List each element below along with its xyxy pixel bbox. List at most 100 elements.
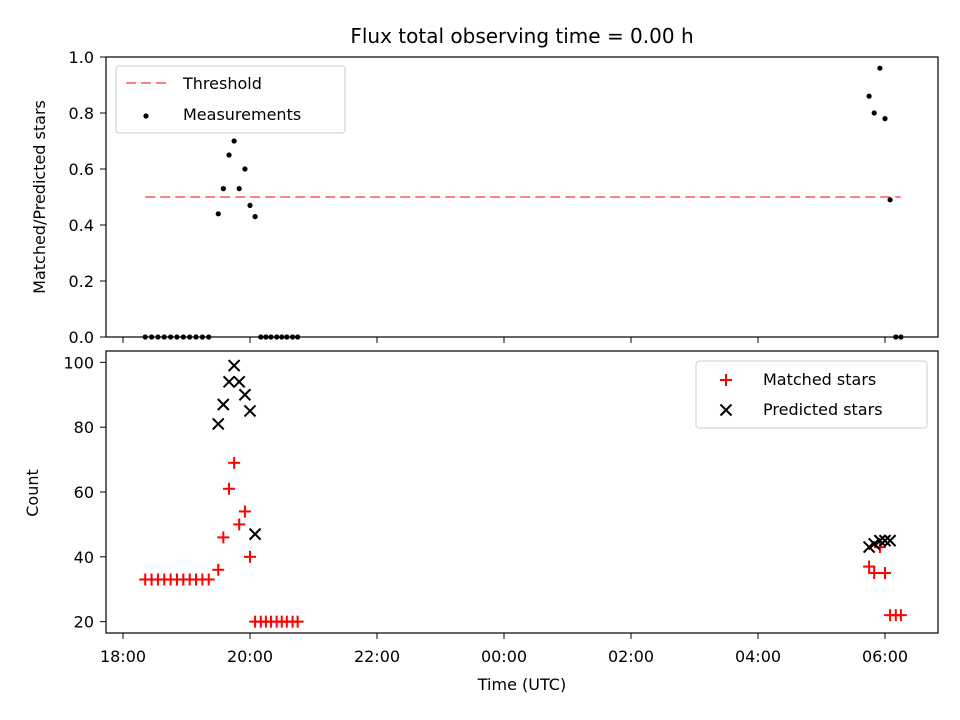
- x-tick-label: 20:00: [227, 647, 273, 666]
- bottom-legend-frame: [695, 360, 928, 429]
- x-tick-label: 22:00: [354, 647, 400, 666]
- predicted-star-point: [883, 534, 897, 547]
- measurement-point: [174, 334, 180, 340]
- predicted-star-point: [238, 388, 252, 401]
- predicted-star-point: [212, 417, 225, 431]
- bottom-y-tick-label: 60: [74, 483, 94, 502]
- matched-star-point: [217, 531, 230, 544]
- top-y-ticks: 0.0 0.2 0.4 0.6 0.8 1.0: [69, 48, 106, 347]
- matched-star-point: [233, 518, 246, 531]
- measurement-point: [263, 334, 269, 340]
- measurement-point: [231, 138, 237, 144]
- bottom-axes: 20 40 60 80 100 18:00 20:00 22:00 00:00 02:00 04:…: [23, 350, 939, 694]
- bottom-x-ticks: 18:00 20:00 22:00 00:00 02:00 04:00 06:00: [100, 633, 908, 666]
- x-tick-label: 06:00: [862, 647, 908, 666]
- measurement-point: [295, 334, 301, 340]
- top-legend-frame: [115, 65, 346, 134]
- measurement-point: [252, 214, 258, 220]
- matched-star-point: [228, 456, 241, 469]
- measurement-point: [220, 186, 226, 192]
- top-y-tick-label: 0.8: [69, 104, 94, 123]
- predicted-stars-points: [212, 359, 897, 554]
- legend-measurements-swatch: [143, 113, 149, 119]
- measurement-point: [142, 334, 148, 340]
- measurement-point: [289, 334, 296, 340]
- measurement-point: [898, 334, 904, 340]
- measurement-point: [242, 166, 248, 172]
- measurement-point: [215, 211, 221, 217]
- legend-matched-label: Matched stars: [763, 370, 876, 389]
- measurement-point: [206, 334, 212, 340]
- bottom-y-tick-label: 20: [74, 613, 94, 632]
- measurement-point: [236, 186, 242, 192]
- predicted-star-point: [248, 527, 262, 541]
- top-legend: Threshold Measurements: [115, 65, 346, 134]
- measurement-point: [268, 334, 274, 340]
- predicted-star-point: [227, 359, 241, 372]
- measurement-point: [887, 197, 893, 203]
- matched-star-point: [291, 615, 304, 628]
- bottom-legend: Matched stars Predicted stars: [695, 360, 928, 429]
- measurement-point: [877, 65, 883, 71]
- x-tick-label: 18:00: [100, 647, 146, 666]
- predicted-star-point: [217, 398, 230, 411]
- measurement-point: [187, 334, 193, 340]
- matched-star-point: [212, 563, 225, 576]
- predicted-star-point: [867, 537, 881, 551]
- measurement-point: [893, 334, 899, 340]
- top-y-tick-label: 1.0: [69, 48, 94, 67]
- plot-title: Flux total observing time = 0.00 h: [350, 24, 693, 48]
- bottom-y-tick-label: 80: [74, 418, 94, 437]
- top-y-tick-label: 0.4: [69, 216, 94, 235]
- measurement-point: [199, 334, 205, 340]
- measurement-point: [882, 116, 888, 122]
- matched-star-point: [238, 505, 251, 518]
- matched-star-point: [894, 609, 907, 622]
- measurement-point: [148, 334, 155, 340]
- top-y-tick-label: 0.2: [69, 272, 94, 291]
- measurement-point: [258, 334, 264, 340]
- bottom-y-tick-label: 100: [63, 353, 94, 372]
- predicted-star-point: [878, 534, 892, 547]
- legend-matched-swatch: [720, 374, 732, 386]
- predicted-star-point: [222, 375, 236, 389]
- measurement-point: [180, 334, 186, 340]
- top-axes: 0.0 0.2 0.4 0.6 0.8 1.0 Matched/Predicted sta…: [30, 48, 939, 347]
- top-y-tick-label: 0.6: [69, 160, 94, 179]
- bottom-y-axis-label: Count: [23, 469, 42, 517]
- bottom-y-tick-label: 40: [74, 548, 94, 567]
- matched-star-point: [244, 550, 256, 563]
- measurement-point: [279, 334, 285, 340]
- matched-star-point: [879, 567, 891, 580]
- top-x-ticks: [122, 337, 886, 343]
- matched-star-point: [863, 560, 876, 573]
- measurement-point: [226, 152, 232, 158]
- matched-star-point: [223, 482, 236, 495]
- legend-predicted-swatch: [719, 403, 733, 417]
- matched-star-point: [873, 541, 886, 554]
- x-axis-label: Time (UTC): [477, 675, 566, 694]
- x-tick-label: 04:00: [735, 647, 781, 666]
- bottom-y-ticks: 20 40 60 80 100: [63, 353, 106, 632]
- top-y-tick-label: 0.0: [69, 328, 94, 347]
- top-y-axis-label: Matched/Predicted stars: [30, 100, 49, 294]
- legend-threshold-label: Threshold: [182, 74, 262, 93]
- legend-predicted-label: Predicted stars: [763, 400, 883, 419]
- measurement-point: [284, 334, 290, 340]
- measurement-point: [161, 334, 167, 340]
- x-tick-label: 02:00: [608, 647, 654, 666]
- measurement-point: [866, 93, 872, 99]
- measurement-point: [871, 110, 877, 116]
- legend-matched-marker: [720, 374, 732, 386]
- measurement-point: [155, 334, 161, 340]
- matched-star-point: [868, 567, 881, 580]
- measurement-points: [142, 65, 904, 340]
- matched-stars-points: [139, 456, 907, 628]
- measurement-point: [193, 334, 199, 340]
- predicted-star-point: [243, 404, 257, 418]
- legend-predicted-marker: [719, 403, 733, 417]
- predicted-star-point: [873, 534, 887, 547]
- x-tick-label: 00:00: [481, 647, 527, 666]
- matched-star-point: [202, 573, 215, 586]
